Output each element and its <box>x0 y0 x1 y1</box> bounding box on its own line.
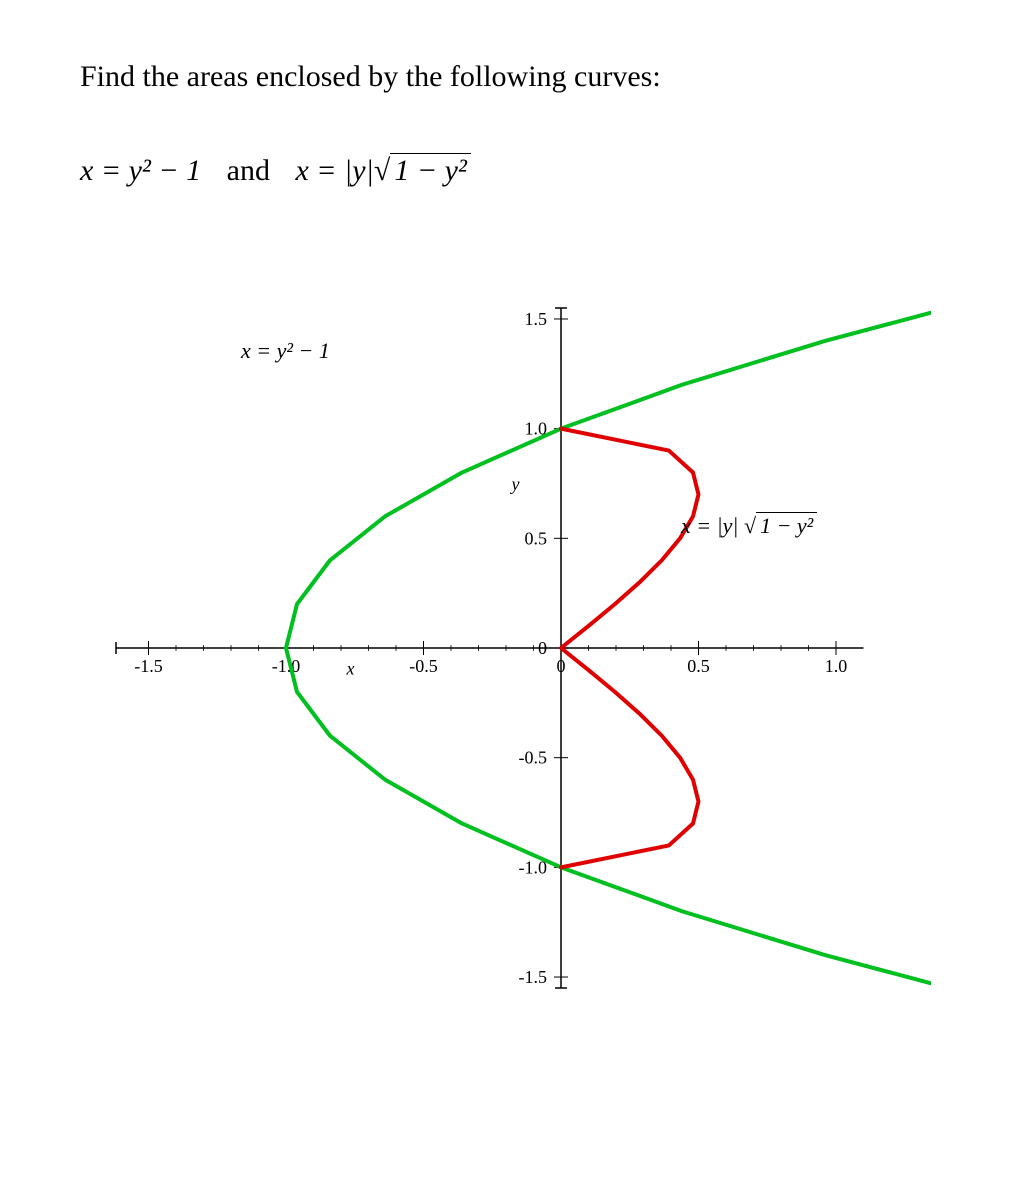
x-tick-label: -1.0 <box>272 656 301 676</box>
absval-label: x = |y| 1 − y² <box>681 513 817 539</box>
y-tick-label: -0.5 <box>519 748 548 768</box>
x-tick-label: -1.5 <box>134 656 163 676</box>
y-axis-label: y <box>510 474 520 494</box>
x-tick-label: 0 <box>557 656 566 676</box>
svg-text:0: 0 <box>538 638 547 658</box>
x-axis-label: x <box>346 658 355 678</box>
eq2-rhs-outer: |y| <box>344 154 374 187</box>
x-tick-label: -0.5 <box>409 656 438 676</box>
eq1-lhs: x <box>80 154 93 187</box>
parabola-label: x = y² − 1 <box>241 338 330 364</box>
eq2-lhs: x <box>295 154 308 187</box>
y-tick-label: 0.5 <box>525 528 548 548</box>
eq-connector: and <box>227 154 270 187</box>
eq1-rhs: y² − 1 <box>129 154 202 187</box>
y-tick-label: 1.5 <box>525 309 548 329</box>
y-tick-label: -1.5 <box>519 967 548 987</box>
chart-container: -1.5-1.0-0.500.51.0-1.5-1.0-0.50.51.01.5… <box>81 268 931 1018</box>
eq2-sqrt: 1 − y² <box>374 154 471 188</box>
curves-chart: -1.5-1.0-0.500.51.0-1.5-1.0-0.50.51.01.5… <box>81 268 931 1018</box>
x-tick-label: 1.0 <box>825 656 848 676</box>
equations: x = y² − 1 and x = |y|1 − y² <box>80 154 932 188</box>
x-tick-label: 0.5 <box>687 656 710 676</box>
problem-prompt: Find the areas enclosed by the following… <box>80 60 932 94</box>
